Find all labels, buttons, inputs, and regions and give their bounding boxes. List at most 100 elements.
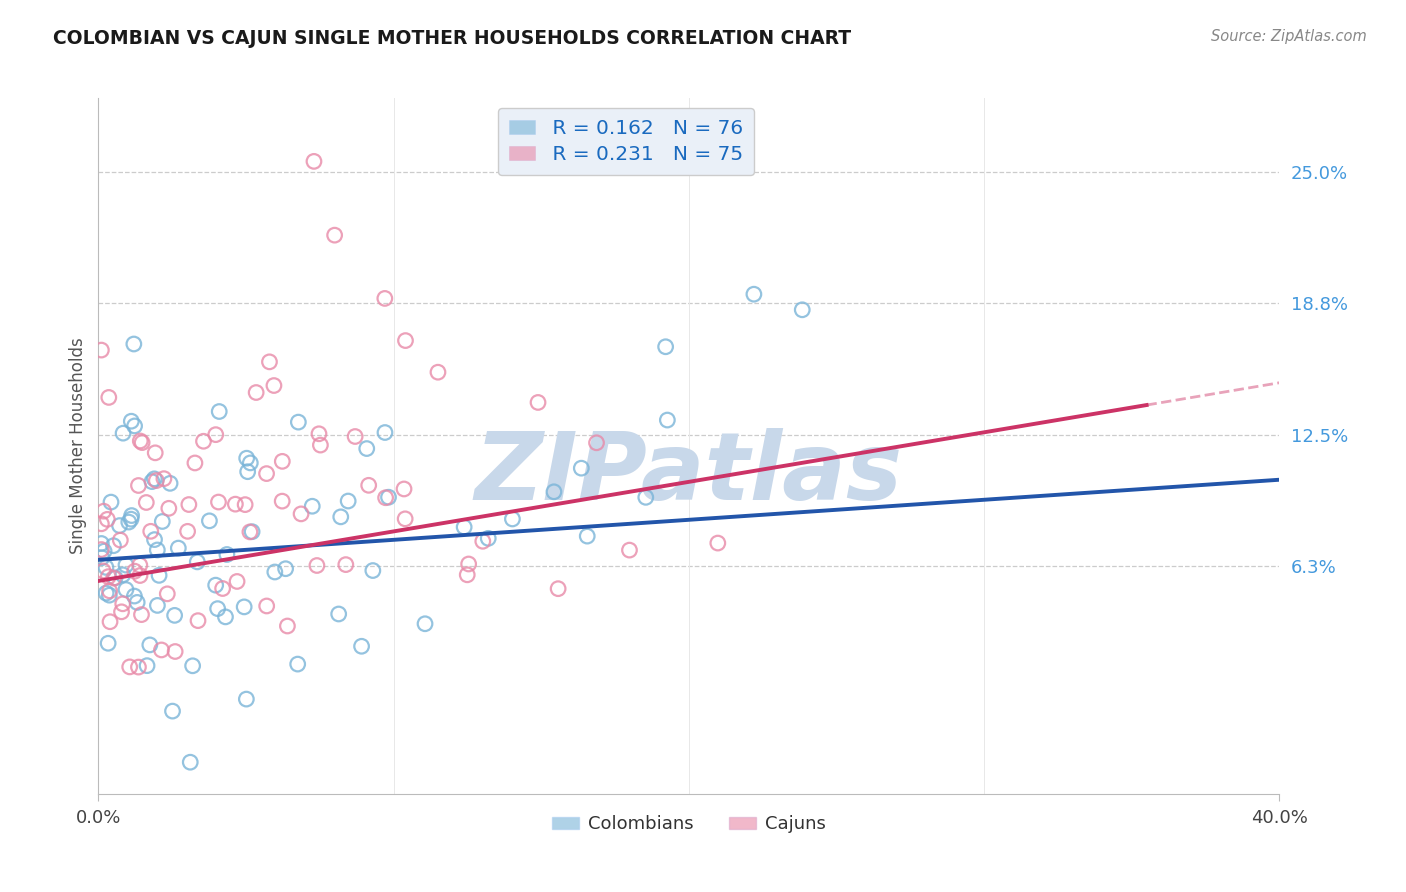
Point — [162, 704, 184, 718]
Point — [240, 524, 263, 539]
Point — [90, 536, 112, 550]
Point — [211, 582, 233, 596]
Point — [90, 343, 112, 357]
Point — [150, 515, 173, 529]
Point — [276, 619, 298, 633]
Point — [204, 578, 226, 592]
Point — [124, 564, 146, 578]
Point — [104, 571, 127, 585]
Point — [91, 564, 114, 578]
Point — [93, 504, 115, 518]
Point — [128, 558, 150, 573]
Point — [150, 643, 173, 657]
Point — [501, 512, 523, 526]
Point — [179, 755, 201, 769]
Point — [287, 657, 309, 671]
Point — [569, 461, 592, 475]
Point — [98, 583, 121, 598]
Point — [392, 482, 415, 496]
Point — [427, 365, 450, 379]
Point — [208, 404, 231, 418]
Point — [456, 567, 478, 582]
Point — [111, 567, 134, 582]
Point — [335, 558, 357, 572]
Point — [290, 507, 312, 521]
Point — [323, 228, 346, 243]
Point — [527, 395, 550, 409]
Point — [165, 644, 187, 658]
Point — [357, 478, 380, 492]
Y-axis label: Single Mother Households: Single Mother Households — [69, 338, 87, 554]
Point — [115, 558, 138, 573]
Text: COLOMBIAN VS CAJUN SINGLE MOTHER HOUSEHOLDS CORRELATION CHART: COLOMBIAN VS CAJUN SINGLE MOTHER HOUSEHO… — [53, 29, 852, 47]
Point — [654, 340, 676, 354]
Point — [135, 495, 157, 509]
Point — [308, 426, 330, 441]
Point — [259, 355, 281, 369]
Point — [239, 456, 262, 470]
Point — [94, 586, 117, 600]
Point — [110, 533, 132, 548]
Point — [236, 465, 259, 479]
Point — [143, 446, 166, 460]
Point — [124, 589, 146, 603]
Point — [226, 574, 249, 589]
Point — [344, 429, 367, 443]
Point — [377, 490, 399, 504]
Point — [302, 154, 325, 169]
Point — [361, 564, 384, 578]
Point — [634, 491, 657, 505]
Point — [235, 451, 257, 466]
Point — [108, 518, 131, 533]
Point — [214, 610, 236, 624]
Point — [215, 548, 238, 562]
Point — [271, 494, 294, 508]
Point — [287, 415, 309, 429]
Point — [96, 512, 118, 526]
Point — [413, 616, 436, 631]
Legend: Colombians, Cajuns: Colombians, Cajuns — [544, 808, 834, 840]
Point — [329, 509, 352, 524]
Point — [576, 529, 599, 543]
Point — [136, 658, 159, 673]
Point — [233, 599, 256, 614]
Point — [90, 542, 112, 557]
Point — [350, 640, 373, 654]
Point — [148, 568, 170, 582]
Point — [204, 427, 226, 442]
Text: ZIPatlas: ZIPatlas — [475, 428, 903, 520]
Point — [374, 292, 396, 306]
Point — [235, 692, 257, 706]
Point — [139, 638, 162, 652]
Point — [477, 532, 499, 546]
Point — [471, 534, 494, 549]
Point — [274, 562, 297, 576]
Point — [394, 334, 416, 348]
Point — [143, 533, 166, 547]
Point — [337, 494, 360, 508]
Point — [90, 550, 112, 565]
Point — [301, 500, 323, 514]
Point — [100, 495, 122, 509]
Point — [131, 607, 153, 622]
Point — [127, 595, 149, 609]
Point — [374, 491, 396, 505]
Point — [129, 434, 152, 448]
Point — [94, 560, 117, 574]
Point — [181, 658, 204, 673]
Point — [98, 588, 121, 602]
Point — [207, 601, 229, 615]
Point — [233, 498, 256, 512]
Point — [263, 565, 285, 579]
Point — [124, 419, 146, 434]
Point — [177, 498, 200, 512]
Point — [176, 524, 198, 539]
Point — [97, 569, 120, 583]
Point — [585, 435, 607, 450]
Point — [271, 454, 294, 468]
Point — [110, 605, 132, 619]
Point — [792, 302, 814, 317]
Point — [103, 539, 125, 553]
Point — [374, 425, 396, 440]
Point — [112, 426, 135, 441]
